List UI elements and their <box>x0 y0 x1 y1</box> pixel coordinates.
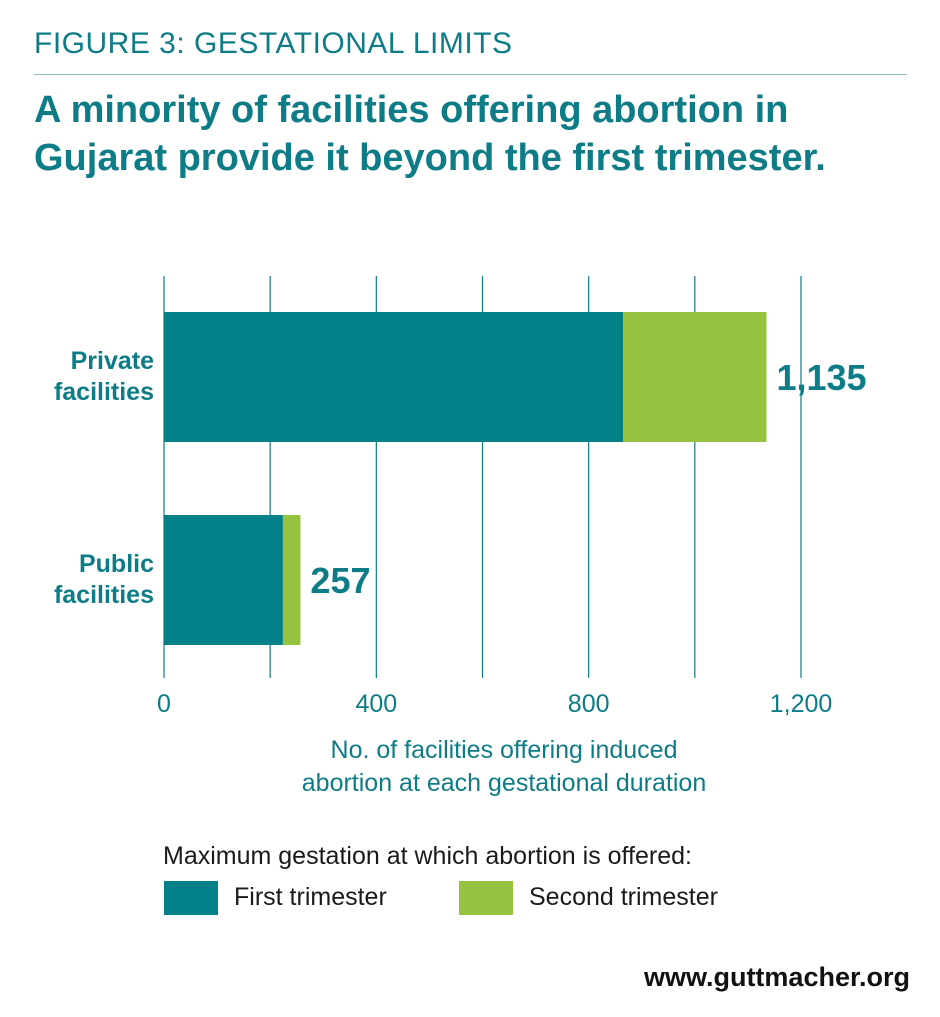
category-label-line: Private <box>70 347 154 375</box>
title-divider <box>34 74 907 75</box>
bar-total-label: 257 <box>310 560 370 601</box>
figure-label: FIGURE 3: GESTATIONAL LIMITS <box>34 27 513 60</box>
bar-segment-second-trimester <box>282 515 301 645</box>
category-label-line: facilities <box>53 581 154 609</box>
x-axis-title-line: No. of facilities offering induced <box>330 736 678 764</box>
legend-swatch-second-trimester <box>459 881 513 915</box>
x-tick-label: 400 <box>355 690 397 718</box>
legend-swatch-first-trimester <box>164 881 218 915</box>
source-url: www.guttmacher.org <box>643 962 910 992</box>
x-tick-label: 0 <box>157 690 171 718</box>
legend-label-first-trimester: First trimester <box>234 883 387 911</box>
legend-label-second-trimester: Second trimester <box>529 883 718 911</box>
category-label-line: Public <box>78 550 154 578</box>
bar-chart: 1,135 257 0 400 800 1,200 <box>157 276 867 718</box>
category-label-line: facilities <box>53 378 154 406</box>
x-axis-title: No. of facilities offering induced abort… <box>230 734 778 800</box>
category-label-public: Public facilities <box>0 549 154 611</box>
bar-total-label: 1,135 <box>776 357 866 398</box>
bar-segment-first-trimester <box>164 312 624 442</box>
legend-title: Maximum gestation at which abortion is o… <box>163 842 692 870</box>
x-axis-title-line: abortion at each gestational duration <box>301 769 707 797</box>
x-tick-label: 1,200 <box>770 690 833 718</box>
bar-segment-first-trimester <box>164 515 283 645</box>
x-tick-label: 800 <box>568 690 610 718</box>
chart-headline: A minority of facilities offering aborti… <box>34 89 826 179</box>
category-label-private: Private facilities <box>0 346 154 408</box>
bar-segment-second-trimester <box>623 312 767 442</box>
